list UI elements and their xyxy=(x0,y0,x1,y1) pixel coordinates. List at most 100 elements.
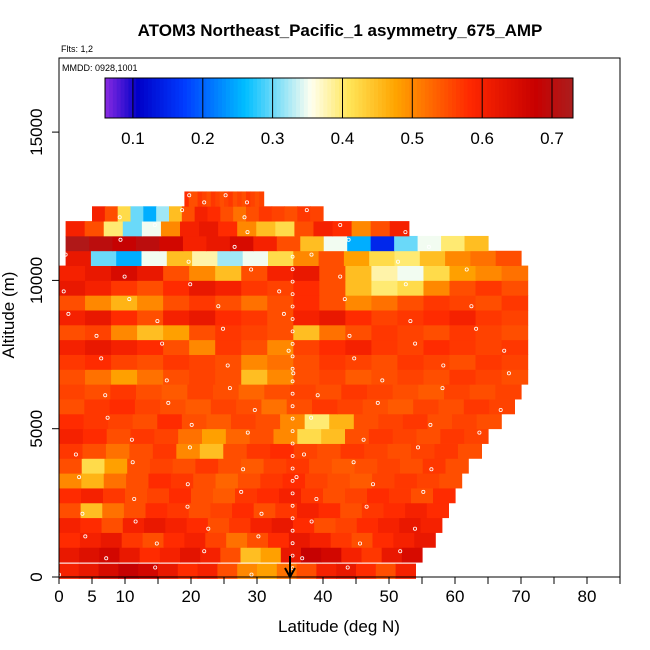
colorbar-segment-78 xyxy=(409,78,414,118)
heatmap-cell-14-3 xyxy=(137,354,164,370)
heatmap-cell-19-15 xyxy=(449,280,477,296)
heatmap-cell-8-13 xyxy=(364,443,389,459)
heatmap-cell-18-3 xyxy=(137,295,164,311)
heatmap-cell-5-6 xyxy=(191,488,214,504)
heatmap-cell-19-11 xyxy=(345,280,372,296)
sample-point-17-2 xyxy=(408,319,413,324)
heatmap-cell-22-5 xyxy=(182,235,207,252)
heatmap-cell-22-8 xyxy=(253,235,278,252)
heatmap-cell-0-3 xyxy=(118,563,139,579)
heatmap-cell-20-13 xyxy=(397,265,425,281)
heatmap-cell-23-4 xyxy=(141,221,162,237)
y-axis-label: Altitude (m) xyxy=(0,272,18,359)
heatmap-cell-15-11 xyxy=(345,339,372,355)
heatmap-cell-24-10 xyxy=(220,206,234,222)
heatmap-cell-12-14 xyxy=(418,384,445,400)
heatmap-cell-1-4 xyxy=(139,547,161,563)
sample-point-23-0 xyxy=(403,230,408,235)
heatmap-cell-15-2 xyxy=(111,339,138,355)
colorbar-segment-8 xyxy=(136,78,141,118)
sample-point-20-3 xyxy=(249,267,254,272)
sample-point-11-0 xyxy=(252,407,257,412)
heatmap-cell-2-13 xyxy=(330,532,353,548)
heatmap-cell-16-1 xyxy=(85,324,112,341)
heatmap-cell-19-5 xyxy=(189,280,216,296)
colorbar-segment-29 xyxy=(218,78,223,118)
heatmap-cell-16-5 xyxy=(189,324,216,341)
heatmap-cell-10-5 xyxy=(181,413,207,430)
heatmap-cell-13-1 xyxy=(85,369,112,385)
sample-point-25-1 xyxy=(223,193,228,198)
heatmap-cell-14-1 xyxy=(85,354,112,370)
sample-point-15-2 xyxy=(286,348,291,353)
heatmap-cell-8-1 xyxy=(82,443,107,459)
colorbar-segment-58 xyxy=(331,78,336,118)
sample-point-3-1 xyxy=(309,519,314,524)
heatmap-cell-11-10 xyxy=(312,399,338,415)
sample-point-7-3 xyxy=(351,460,356,465)
heatmap-cell-24-8 xyxy=(194,206,209,222)
colorbar-segment-100 xyxy=(495,78,500,118)
heatmap-cell-5-11 xyxy=(301,488,324,504)
heatmap-cell-13-0 xyxy=(59,369,86,385)
heatmap-cell-20-0 xyxy=(59,265,86,281)
heatmap-cell-21-15 xyxy=(445,250,471,266)
colorbar-segment-52 xyxy=(307,78,313,118)
heatmap-cell-6-6 xyxy=(193,473,217,489)
heatmap-cell-19-0 xyxy=(59,280,86,296)
heatmap-cell-4-3 xyxy=(123,502,147,519)
colorbar-segment-59 xyxy=(335,78,340,118)
heatmap-cell-9-17 xyxy=(464,428,489,444)
sample-point-24-1 xyxy=(180,208,185,213)
heatmap-cell-3-5 xyxy=(165,517,188,533)
colorbar-segment-31 xyxy=(225,78,231,118)
heatmap-cell-15-17 xyxy=(501,339,529,355)
heatmap-cell-5-5 xyxy=(169,488,192,504)
heatmap-cell-2-9 xyxy=(247,532,269,548)
heatmap-cell-12-1 xyxy=(84,384,111,400)
heatmap-cell-9-8 xyxy=(249,428,275,444)
heatmap-cell-7-14 xyxy=(377,458,401,474)
profile-point-6180 xyxy=(290,391,295,396)
colorbar-segment-110 xyxy=(534,78,539,118)
heatmap-cell-12-17 xyxy=(495,384,522,400)
colorbar-segment-67 xyxy=(366,78,371,118)
sample-point-23-1 xyxy=(152,222,157,227)
heatmap-cell-17-12 xyxy=(371,310,399,326)
colorbar-segment-35 xyxy=(241,78,246,118)
heatmap-cell-17-10 xyxy=(319,310,346,326)
profile-point-3240 xyxy=(290,478,295,483)
heatmap-cell-7-6 xyxy=(195,458,219,474)
heatmap-cell-25-7 xyxy=(215,191,221,207)
heatmap-cell-23-1 xyxy=(84,221,105,237)
heatmap-cell-23-12 xyxy=(294,221,315,237)
heatmap-cell-10-17 xyxy=(476,413,502,430)
heatmap-cell-22-4 xyxy=(159,235,184,252)
sample-point-17-1 xyxy=(281,311,286,316)
colorbar-tick-label-4: 0.5 xyxy=(400,129,424,148)
heatmap-cell-9-0 xyxy=(59,428,84,444)
heatmap-cell-0-9 xyxy=(237,563,258,579)
heatmap-cell-16-4 xyxy=(163,324,190,341)
heatmap-cell-14-6 xyxy=(215,354,242,370)
heatmap-cell-4-1 xyxy=(80,502,103,519)
sample-point-6-2 xyxy=(185,482,190,487)
sample-points xyxy=(57,193,511,577)
heatmap-cell-9-6 xyxy=(202,428,227,444)
profile-point-4920 xyxy=(290,429,295,434)
heatmap-cell-10-3 xyxy=(132,413,158,430)
heatmap-cell-2-14 xyxy=(351,532,374,548)
heatmap-cell-5-8 xyxy=(235,488,258,504)
heatmap-cell-17-1 xyxy=(85,310,112,326)
heatmap-cell-8-7 xyxy=(223,443,248,459)
sample-point-11-3 xyxy=(166,400,171,405)
heatmap-cell-11-12 xyxy=(362,399,389,415)
colorbar-segment-97 xyxy=(483,78,488,118)
heatmap-cell-6-15 xyxy=(394,473,418,489)
heatmap-cell-6-0 xyxy=(59,473,82,489)
heatmap-cell-1-9 xyxy=(240,547,262,563)
heatmap-cell-20-7 xyxy=(241,265,268,281)
heatmap-cell-17-16 xyxy=(475,310,503,326)
colorbar-segment-99 xyxy=(491,78,496,118)
heatmap-cell-20-10 xyxy=(319,265,346,281)
